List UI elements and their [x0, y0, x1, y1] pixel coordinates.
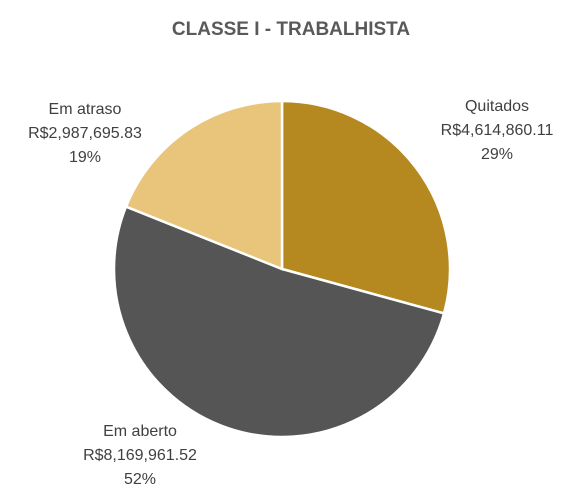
slice-label-name: Em aberto: [103, 423, 177, 440]
slice-label-value: R$4,614,860.11: [441, 122, 554, 139]
slice-label-value: R$2,987,695.83: [28, 125, 142, 142]
slice-label-percent: 52%: [124, 471, 156, 488]
slice-label-value: R$8,169,961.52: [83, 447, 197, 464]
pie-slice: [124, 99, 284, 271]
slice-label-percent: 19%: [69, 149, 101, 166]
slice-label-percent: 29%: [481, 146, 513, 163]
slice-label-name: Quitados: [465, 98, 529, 115]
chart-title: CLASSE I - TRABALHISTA: [172, 19, 410, 40]
pie-slice: [112, 204, 446, 439]
pie-slice: [280, 99, 452, 315]
slice-label-name: Em atraso: [49, 101, 122, 118]
